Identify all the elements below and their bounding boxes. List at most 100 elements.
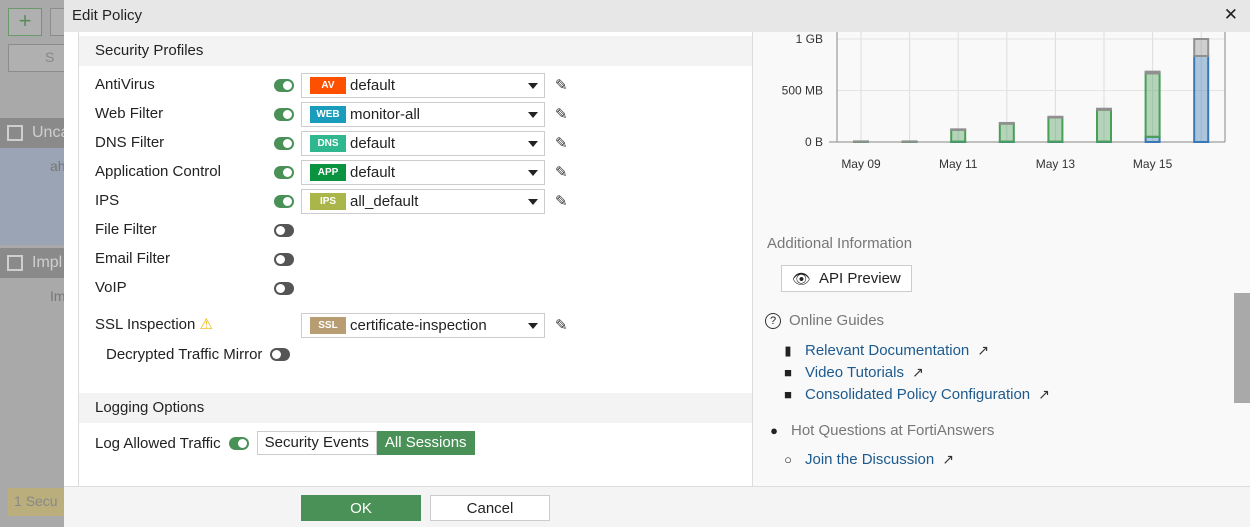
bar-segment: [1047, 115, 1064, 119]
selected-row: ah: [0, 148, 64, 245]
edit-pencil-icon[interactable]: ✎: [555, 77, 568, 94]
consolidated-policy-link[interactable]: Consolidated Policy Configuration: [805, 386, 1031, 403]
comment-icon: ○: [784, 452, 792, 467]
caret-down-icon: [528, 323, 538, 329]
video-camera-icon: ■: [784, 365, 792, 380]
x-tick-label: May 13: [1036, 157, 1076, 171]
video-tutorials-link[interactable]: Video Tutorials: [805, 364, 904, 381]
external-link-icon[interactable]: ↗: [977, 342, 989, 358]
profile-select[interactable]: IPS all_default: [301, 189, 545, 214]
x-tick-label: May 11: [939, 157, 978, 171]
select-value: all_default: [350, 193, 419, 210]
dialog-title: Edit Policy: [72, 7, 143, 24]
edit-pencil-icon[interactable]: ✎: [555, 164, 568, 181]
section-header: Security Profiles: [79, 36, 753, 66]
caret-down-icon: [528, 199, 538, 205]
profile-label: Web Filter: [95, 105, 164, 122]
profile-badge: WEB: [310, 106, 346, 123]
traffic-chart: 0 B 500 MB 1 GB May 09 May 11 May 13 May 15: [782, 32, 1226, 171]
question-circle-icon: ?: [765, 312, 781, 329]
select-value: monitor-all: [350, 106, 421, 123]
profile-badge: DNS: [310, 135, 346, 152]
profile-label: Email Filter: [95, 250, 171, 267]
bar-segment: [1193, 54, 1210, 143]
all-sessions-option[interactable]: All Sessions: [376, 431, 475, 455]
edit-pencil-icon[interactable]: ✎: [555, 135, 568, 152]
warning-icon: ⚠: [199, 316, 213, 333]
bar-segment: [1193, 38, 1210, 57]
profile-label: DNS Filter: [95, 134, 165, 151]
hot-questions-heading: Hot Questions at FortiAnswers: [791, 422, 995, 439]
caret-down-icon: [528, 83, 538, 89]
profile-toggle[interactable]: [274, 253, 294, 266]
edit-pencil-icon[interactable]: ✎: [555, 106, 568, 123]
caret-down-icon: [528, 112, 538, 118]
bar-segment: [1047, 116, 1064, 143]
edit-pencil-icon[interactable]: ✎: [555, 193, 568, 210]
profile-toggle[interactable]: [274, 282, 294, 295]
profile-label: IPS: [95, 192, 120, 209]
y-tick-label: 1 GB: [796, 32, 823, 46]
row-text: Im: [50, 288, 64, 304]
profile-select[interactable]: APP default: [301, 160, 545, 185]
mirror-toggle[interactable]: [270, 347, 291, 361]
group-header: Impl: [0, 248, 64, 278]
select-value: default: [350, 77, 396, 94]
profile-select[interactable]: DNS default: [301, 131, 545, 156]
caret-down-icon: [528, 141, 538, 147]
x-tick-label: May 15: [1133, 157, 1173, 171]
security-events-option[interactable]: Security Events: [256, 431, 377, 455]
join-discussion-link[interactable]: Join the Discussion: [805, 451, 935, 468]
profile-toggle[interactable]: [274, 108, 294, 121]
select-value: default: [350, 135, 396, 152]
profile-select[interactable]: AV default: [301, 73, 545, 98]
ssl-inspection-select[interactable]: SSL certificate-inspection: [301, 313, 545, 338]
profile-toggle[interactable]: [274, 195, 294, 208]
profile-label: Application Control: [95, 163, 221, 180]
y-tick-label: 0 B: [805, 135, 823, 149]
log-allowed-label: Log Allowed Traffic: [95, 434, 221, 452]
relevant-documentation-link[interactable]: Relevant Documentation: [805, 342, 970, 359]
bar-segment: [1144, 72, 1161, 138]
ssl-badge: SSL: [310, 317, 346, 334]
bar-segment: [950, 128, 967, 131]
mirror-row: Decrypted Traffic Mirror: [106, 342, 291, 366]
eye-icon: 👁: [792, 270, 812, 288]
bar-segment: [1144, 70, 1161, 75]
api-preview-button[interactable]: 👁 API Preview: [781, 265, 912, 292]
select-value: certificate-inspection: [350, 317, 487, 334]
bar-segment: [1096, 108, 1112, 143]
profile-select[interactable]: WEB monitor-all: [301, 102, 545, 127]
profile-label: File Filter: [95, 221, 157, 238]
profile-toggle[interactable]: [274, 137, 294, 150]
external-link-icon[interactable]: ↗: [911, 364, 924, 380]
bar-segment: [1096, 107, 1112, 111]
ok-button[interactable]: OK: [301, 495, 421, 521]
profile-toggle[interactable]: [274, 166, 294, 179]
profile-toggle[interactable]: [274, 224, 294, 237]
book-icon: ▮: [784, 342, 792, 358]
close-icon[interactable]: ✕: [1223, 5, 1238, 24]
video-camera-icon: ■: [784, 387, 792, 402]
comments-icon: ●: [770, 423, 778, 438]
edit-policy-dialog: Edit Policy ✕ Security Profiles AntiViru…: [64, 0, 1250, 527]
info-panel: 0 B 500 MB 1 GB May 09 May 11 May 13 May 15 Ad…: [752, 32, 1250, 486]
profile-toggle[interactable]: [274, 79, 294, 92]
bar-segment: [950, 128, 967, 143]
profile-label: AntiVirus: [95, 76, 155, 93]
log-allowed-toggle[interactable]: [228, 436, 249, 450]
profile-badge: AV: [310, 77, 346, 94]
scrollbar-thumb[interactable]: [1234, 293, 1250, 403]
log-allowed-row: Log Allowed Traffic Security Events All …: [95, 431, 475, 455]
bar-segment: [998, 121, 1015, 125]
profile-badge: APP: [310, 164, 346, 181]
policy-form: Security Profiles AntiVirus AV default ✎…: [78, 32, 753, 486]
collapse-icon: [7, 255, 23, 271]
external-link-icon[interactable]: ↗: [942, 451, 954, 467]
edit-pencil-icon[interactable]: ✎: [555, 317, 568, 334]
search-box: S: [8, 44, 64, 72]
external-link-icon[interactable]: ↗: [1038, 386, 1050, 402]
bottom-badge: 1 Secu: [8, 488, 64, 516]
cancel-button[interactable]: Cancel: [430, 495, 550, 521]
